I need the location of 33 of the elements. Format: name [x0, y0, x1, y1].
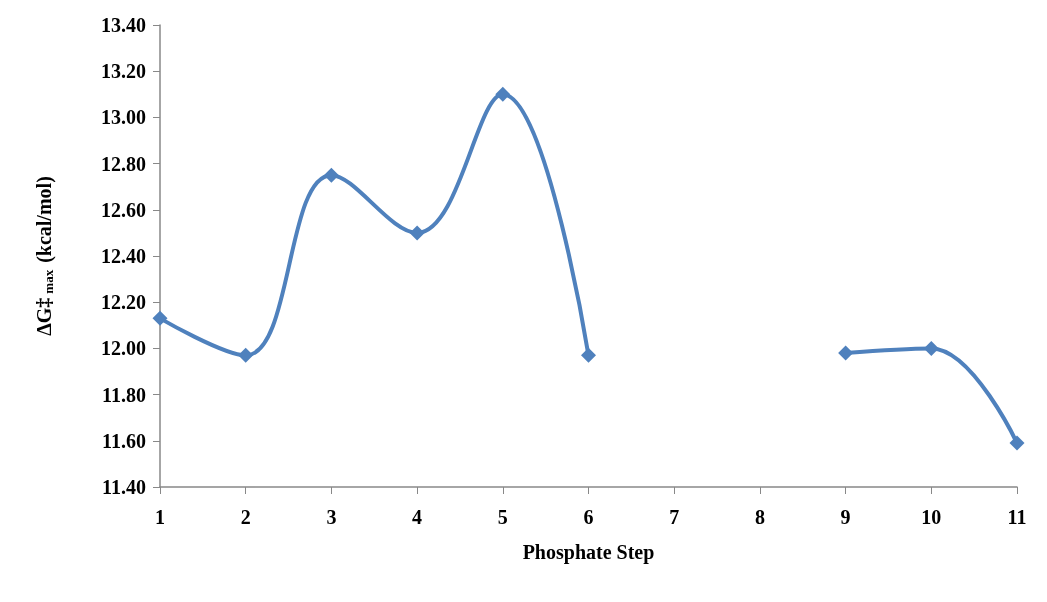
x-tick-label: 2 — [240, 506, 251, 528]
y-axis-title: ΔG‡max (kcal/mol) — [32, 176, 56, 336]
y-tick-label: 11.60 — [102, 429, 146, 452]
x-tick-label: 5 — [497, 506, 508, 528]
y-tick-label: 11.40 — [102, 476, 146, 498]
x-tick-label: 1 — [155, 506, 165, 528]
y-tick-label: 12.40 — [101, 245, 146, 267]
point — [495, 86, 511, 102]
point — [152, 310, 168, 326]
y-tick-label: 13.20 — [101, 60, 146, 83]
point — [581, 347, 596, 363]
y-tick-label: 12.80 — [101, 152, 146, 175]
point — [409, 225, 425, 241]
x-tick-label: 11 — [1007, 506, 1027, 528]
x-tick-label: 6 — [583, 506, 594, 528]
x-tick-label: 4 — [412, 506, 423, 528]
x-tick-label: 9 — [840, 506, 851, 528]
y-tick-label: 13.00 — [101, 106, 146, 129]
y-tick-label: 12.20 — [101, 291, 146, 314]
point — [238, 347, 254, 363]
x-tick-label: 7 — [669, 506, 680, 528]
x-tick-label: 8 — [754, 506, 765, 528]
y-tick-label: 13.40 — [101, 14, 146, 36]
x-tick-label: 3 — [326, 506, 337, 528]
y-tick-label: 11.80 — [102, 383, 146, 406]
point — [923, 340, 939, 356]
point — [838, 345, 854, 361]
x-axis-title: Phosphate Step — [522, 541, 655, 564]
point — [1009, 435, 1025, 451]
point — [323, 167, 339, 183]
y-tick-label: 12.00 — [101, 337, 146, 360]
x-tick-label: 10 — [921, 506, 942, 528]
y-tick-label: 12.60 — [101, 198, 146, 221]
